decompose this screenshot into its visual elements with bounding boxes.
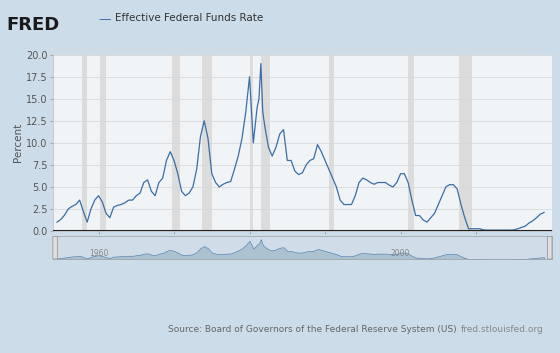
- FancyBboxPatch shape: [548, 237, 552, 259]
- Bar: [408, 55, 414, 231]
- Text: Effective Federal Funds Rate: Effective Federal Funds Rate: [115, 13, 263, 23]
- Text: Source: Board of Governors of the Federal Reserve System (US): Source: Board of Governors of the Federa…: [168, 325, 456, 334]
- Bar: [100, 55, 106, 231]
- Bar: [82, 55, 87, 231]
- Text: FRED: FRED: [7, 16, 60, 34]
- FancyBboxPatch shape: [53, 237, 57, 259]
- Bar: [250, 55, 253, 231]
- Text: 2000: 2000: [391, 249, 410, 258]
- Text: fred.stlouisfed.org: fred.stlouisfed.org: [460, 325, 543, 334]
- Bar: [459, 55, 472, 231]
- Bar: [202, 55, 212, 231]
- Y-axis label: Percent: Percent: [13, 123, 24, 162]
- Text: —: —: [98, 13, 110, 26]
- Bar: [172, 55, 180, 231]
- Text: 1960: 1960: [89, 249, 108, 258]
- Bar: [261, 55, 270, 231]
- Bar: [329, 55, 334, 231]
